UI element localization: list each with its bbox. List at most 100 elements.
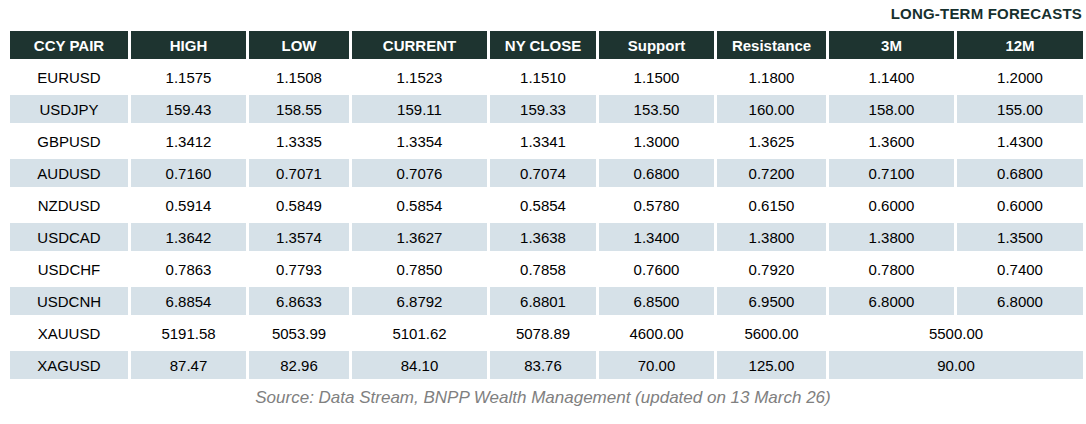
ccy-pair-cell: NZDUSD [10, 191, 128, 219]
table-row: XAUUSD5191.585053.995101.625078.894600.0… [10, 319, 1083, 347]
table-row: USDCNH6.88546.86336.87926.88016.85006.95… [10, 287, 1083, 315]
value-cell: 6.8000 [829, 287, 954, 315]
value-cell: 0.7160 [131, 159, 246, 187]
fx-forecast-table: CCY PAIR HIGH LOW CURRENT NY CLOSE Suppo… [7, 27, 1086, 383]
column-header-12m: 12M [957, 31, 1083, 59]
forecast-merged-cell: 90.00 [829, 351, 1083, 379]
ccy-pair-cell: USDCAD [10, 223, 128, 251]
value-cell: 0.6000 [957, 191, 1083, 219]
ccy-pair-cell: USDJPY [10, 95, 128, 123]
value-cell: 1.1500 [599, 63, 714, 91]
value-cell: 1.4300 [957, 127, 1083, 155]
value-cell: 0.7100 [829, 159, 954, 187]
ccy-pair-cell: GBPUSD [10, 127, 128, 155]
value-cell: 1.3625 [717, 127, 826, 155]
value-cell: 0.7074 [490, 159, 596, 187]
value-cell: 6.8792 [352, 287, 487, 315]
value-cell: 0.5854 [352, 191, 487, 219]
column-header-3m: 3M [829, 31, 954, 59]
value-cell: 1.1508 [249, 63, 349, 91]
ccy-pair-cell: XAGUSD [10, 351, 128, 379]
table-row: EURUSD1.15751.15081.15231.15101.15001.18… [10, 63, 1083, 91]
value-cell: 1.3341 [490, 127, 596, 155]
value-cell: 6.8854 [131, 287, 246, 315]
table-row: USDCAD1.36421.35741.36271.36381.34001.38… [10, 223, 1083, 251]
value-cell: 1.1800 [717, 63, 826, 91]
value-cell: 82.96 [249, 351, 349, 379]
value-cell: 0.7850 [352, 255, 487, 283]
value-cell: 6.8801 [490, 287, 596, 315]
value-cell: 159.33 [490, 95, 596, 123]
value-cell: 0.7200 [717, 159, 826, 187]
ccy-pair-cell: EURUSD [10, 63, 128, 91]
value-cell: 5600.00 [717, 319, 826, 347]
column-header-resistance: Resistance [717, 31, 826, 59]
column-header-current: CURRENT [352, 31, 487, 59]
value-cell: 1.3642 [131, 223, 246, 251]
value-cell: 1.3412 [131, 127, 246, 155]
source-caption: Source: Data Stream, BNPP Wealth Managem… [0, 388, 1086, 408]
value-cell: 0.7400 [957, 255, 1083, 283]
forecast-merged-cell: 5500.00 [829, 319, 1083, 347]
value-cell: 1.3638 [490, 223, 596, 251]
table-row: XAGUSD87.4782.9684.1083.7670.00125.0090.… [10, 351, 1083, 379]
table-row: GBPUSD1.34121.33351.33541.33411.30001.36… [10, 127, 1083, 155]
ccy-pair-cell: USDCHF [10, 255, 128, 283]
value-cell: 5191.58 [131, 319, 246, 347]
value-cell: 0.7793 [249, 255, 349, 283]
value-cell: 1.1510 [490, 63, 596, 91]
value-cell: 0.7920 [717, 255, 826, 283]
value-cell: 1.3800 [717, 223, 826, 251]
value-cell: 153.50 [599, 95, 714, 123]
column-header-support: Support [599, 31, 714, 59]
value-cell: 1.3354 [352, 127, 487, 155]
ccy-pair-cell: AUDUSD [10, 159, 128, 187]
value-cell: 83.76 [490, 351, 596, 379]
ccy-pair-cell: USDCNH [10, 287, 128, 315]
value-cell: 0.7863 [131, 255, 246, 283]
value-cell: 0.6800 [599, 159, 714, 187]
value-cell: 87.47 [131, 351, 246, 379]
value-cell: 0.7800 [829, 255, 954, 283]
value-cell: 0.6800 [957, 159, 1083, 187]
value-cell: 1.3500 [957, 223, 1083, 251]
value-cell: 6.8000 [957, 287, 1083, 315]
value-cell: 1.3335 [249, 127, 349, 155]
table-row: USDCHF0.78630.77930.78500.78580.76000.79… [10, 255, 1083, 283]
table-row: NZDUSD0.59140.58490.58540.58540.57800.61… [10, 191, 1083, 219]
value-cell: 159.11 [352, 95, 487, 123]
value-cell: 0.7076 [352, 159, 487, 187]
value-cell: 0.5914 [131, 191, 246, 219]
value-cell: 0.7858 [490, 255, 596, 283]
value-cell: 1.3627 [352, 223, 487, 251]
value-cell: 4600.00 [599, 319, 714, 347]
value-cell: 70.00 [599, 351, 714, 379]
value-cell: 0.6150 [717, 191, 826, 219]
ccy-pair-cell: XAUUSD [10, 319, 128, 347]
value-cell: 0.6000 [829, 191, 954, 219]
value-cell: 84.10 [352, 351, 487, 379]
value-cell: 0.7600 [599, 255, 714, 283]
value-cell: 5101.62 [352, 319, 487, 347]
value-cell: 1.3800 [829, 223, 954, 251]
long-term-forecasts-label: LONG-TERM FORECASTS [891, 5, 1082, 22]
value-cell: 1.3400 [599, 223, 714, 251]
value-cell: 0.5854 [490, 191, 596, 219]
value-cell: 1.1400 [829, 63, 954, 91]
table-header-row: CCY PAIR HIGH LOW CURRENT NY CLOSE Suppo… [10, 31, 1083, 59]
column-header-ccy-pair: CCY PAIR [10, 31, 128, 59]
value-cell: 1.1523 [352, 63, 487, 91]
value-cell: 1.2000 [957, 63, 1083, 91]
value-cell: 0.7071 [249, 159, 349, 187]
value-cell: 1.3574 [249, 223, 349, 251]
value-cell: 0.5780 [599, 191, 714, 219]
value-cell: 158.00 [829, 95, 954, 123]
value-cell: 1.3000 [599, 127, 714, 155]
value-cell: 1.1575 [131, 63, 246, 91]
column-header-high: HIGH [131, 31, 246, 59]
value-cell: 125.00 [717, 351, 826, 379]
value-cell: 158.55 [249, 95, 349, 123]
column-header-low: LOW [249, 31, 349, 59]
value-cell: 160.00 [717, 95, 826, 123]
value-cell: 6.8633 [249, 287, 349, 315]
